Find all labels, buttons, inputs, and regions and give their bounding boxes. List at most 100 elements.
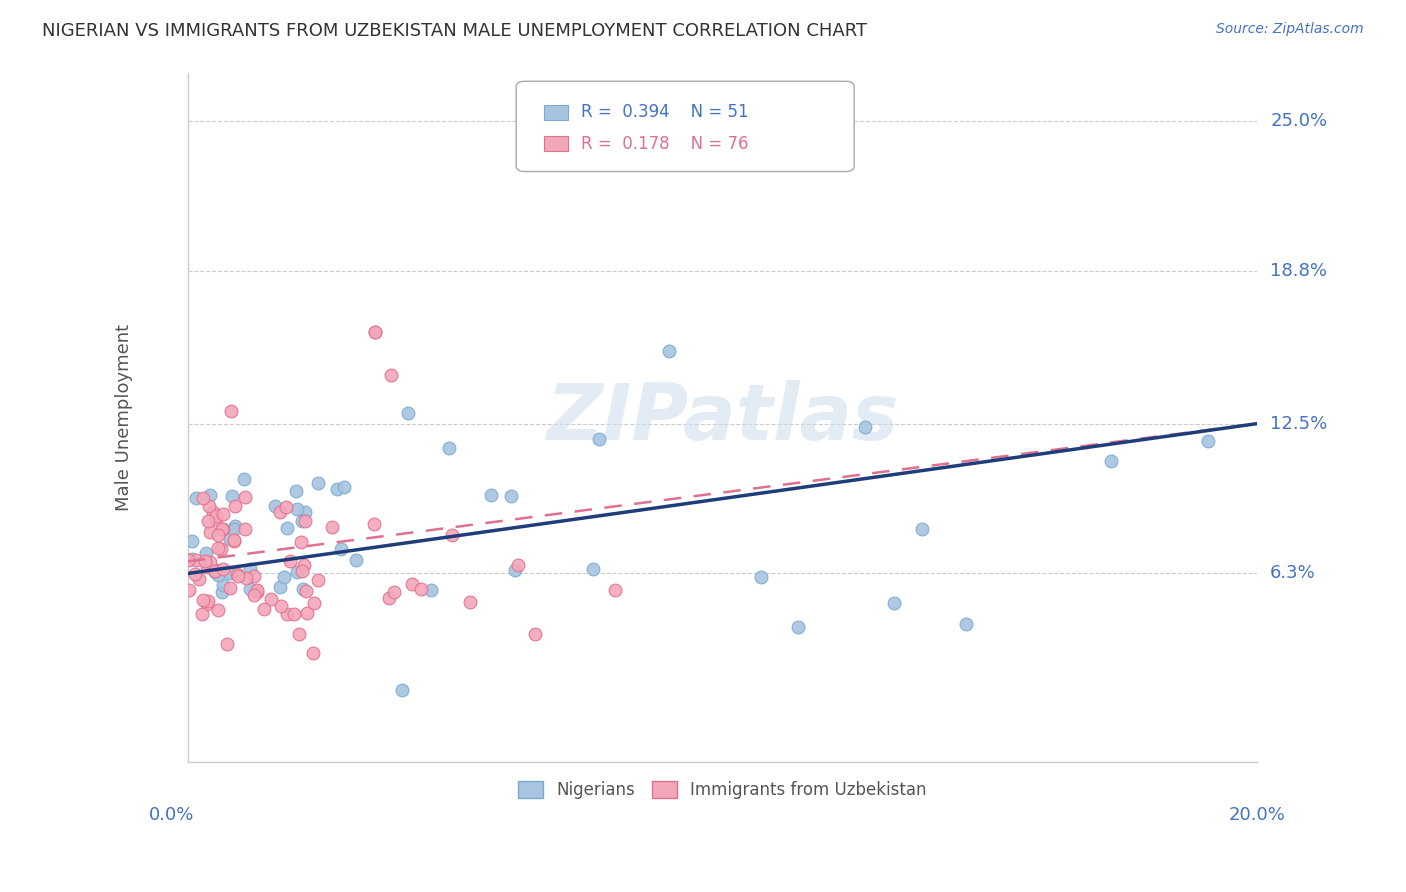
Point [184,566,207,581]
Point [284,483,307,498]
Point [329,542,352,557]
Point [198,499,221,513]
Point [291,564,314,578]
Point [187,572,209,586]
Point [212,507,235,521]
Point [1197,434,1219,448]
Point [378,591,401,606]
Point [211,585,233,599]
Point [283,607,305,621]
Point [233,490,256,504]
Point [294,505,316,519]
Point [226,566,249,581]
Point [239,562,262,576]
Point [221,490,243,504]
Point [193,491,215,505]
Point [270,599,292,613]
Point [382,585,405,599]
Point [195,559,218,574]
Point [278,554,301,568]
Point [191,593,214,607]
Point [204,511,226,525]
Point [242,568,264,582]
Point [307,573,329,587]
Point [235,571,257,585]
Point [181,534,204,549]
Point [200,488,222,502]
Point [197,594,219,608]
Point [201,505,224,519]
Point [396,406,419,420]
Point [401,576,423,591]
Point [224,533,246,547]
Point [437,442,460,456]
Point [177,553,200,567]
Point [243,588,266,602]
Point [197,514,219,528]
Point [501,490,523,504]
Point [194,554,217,568]
Point [273,569,295,583]
Text: 25.0%: 25.0% [1270,112,1327,130]
Point [217,637,239,651]
Point [204,564,226,578]
Point [224,499,246,513]
Point [911,522,934,536]
Point [658,344,681,359]
Point [211,522,233,536]
Point [269,581,291,595]
Point [479,488,502,502]
Point [177,583,200,598]
Point [195,597,218,611]
Point [200,525,222,540]
Point [204,563,226,577]
Point [219,404,242,418]
Point [883,596,905,610]
Point [294,514,316,528]
Point [582,562,605,576]
Point [285,501,308,516]
Point [211,562,233,576]
Point [224,519,246,533]
Point [363,516,385,531]
Point [269,505,291,519]
Point [180,551,202,566]
Point [308,475,330,490]
Text: 6.3%: 6.3% [1270,565,1316,582]
Point [195,546,218,560]
Point [212,522,235,536]
Point [222,533,245,548]
Point [212,578,235,592]
Point [295,607,318,621]
Point [207,528,229,542]
Text: 0.0%: 0.0% [149,805,194,823]
Point [200,556,222,570]
FancyBboxPatch shape [544,104,568,120]
Point [219,581,242,595]
Point [285,566,308,580]
Point [276,500,298,514]
Point [207,567,229,582]
Point [239,582,262,596]
Point [458,595,481,609]
Point [276,521,298,535]
Point [302,596,325,610]
FancyBboxPatch shape [516,81,855,171]
Point [186,491,208,506]
Point [219,566,242,580]
Point [503,563,526,577]
Point [508,558,530,573]
Point [853,420,876,434]
Text: Source: ZipAtlas.com: Source: ZipAtlas.com [1216,22,1364,37]
Point [226,569,249,583]
Point [207,541,229,555]
Point [391,682,413,697]
Point [246,584,269,599]
Point [207,603,229,617]
Point [302,646,325,660]
Point [603,582,626,597]
Point [204,566,226,580]
Text: Male Unemployment: Male Unemployment [115,324,132,511]
Point [364,325,387,339]
Text: 12.5%: 12.5% [1270,415,1327,433]
